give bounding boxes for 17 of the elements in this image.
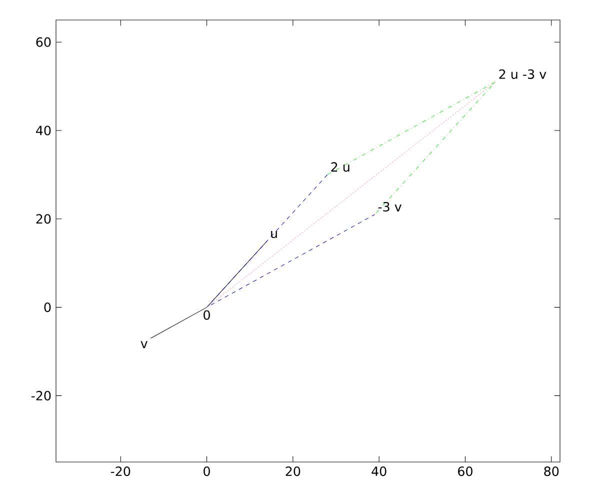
y-tick-label: 60 bbox=[36, 37, 51, 47]
x-tick-label: 80 bbox=[544, 466, 559, 476]
annotation: u bbox=[271, 230, 277, 238]
annotation: 2 u -3 v bbox=[499, 69, 546, 79]
x-tick-label: 60 bbox=[458, 466, 472, 476]
annotation: 2 u bbox=[331, 162, 350, 172]
x-tick-label: 0 bbox=[204, 466, 210, 476]
annotation: v bbox=[140, 341, 148, 348]
y-tick-label: -20 bbox=[31, 390, 51, 400]
y-tick-label: 20 bbox=[36, 214, 51, 224]
x-tick-label: 20 bbox=[286, 466, 300, 476]
annotation: 0 bbox=[204, 310, 210, 320]
annotation: -3 v bbox=[378, 202, 402, 212]
x-tick-label: -20 bbox=[110, 466, 130, 476]
y-tick-label: 40 bbox=[36, 126, 51, 136]
x-tick-label: 40 bbox=[372, 466, 386, 476]
y-tick-label: 0 bbox=[44, 302, 51, 312]
